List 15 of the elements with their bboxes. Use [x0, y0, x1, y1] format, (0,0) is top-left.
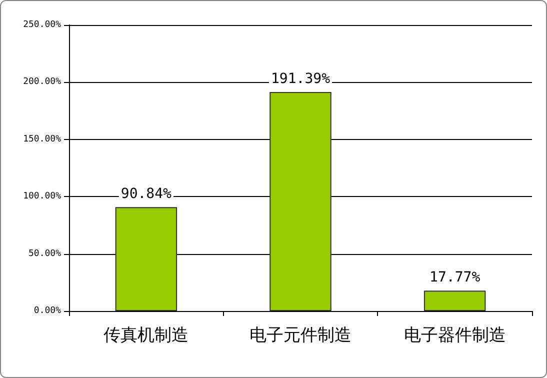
data-label: 17.77%	[430, 270, 481, 286]
x-tick-label: 电子器件制造	[404, 326, 506, 346]
y-tick-label: 150.00%	[23, 134, 62, 144]
x-tick-label: 传真机制造	[104, 326, 189, 346]
bar	[424, 290, 486, 311]
bar	[115, 207, 178, 311]
y-tick-label: 50.00%	[28, 248, 62, 259]
data-label: 90.84%	[120, 186, 172, 202]
bar	[270, 92, 332, 311]
x-tick-label: 电子元件制造	[250, 326, 352, 346]
y-tick-label: 200.00%	[23, 77, 62, 88]
y-tick-label: 100.00%	[23, 192, 62, 202]
y-tick-label: 250.00%	[23, 20, 62, 30]
y-tick-label: 0.00%	[34, 306, 62, 316]
data-label: 191.39%	[270, 71, 331, 88]
